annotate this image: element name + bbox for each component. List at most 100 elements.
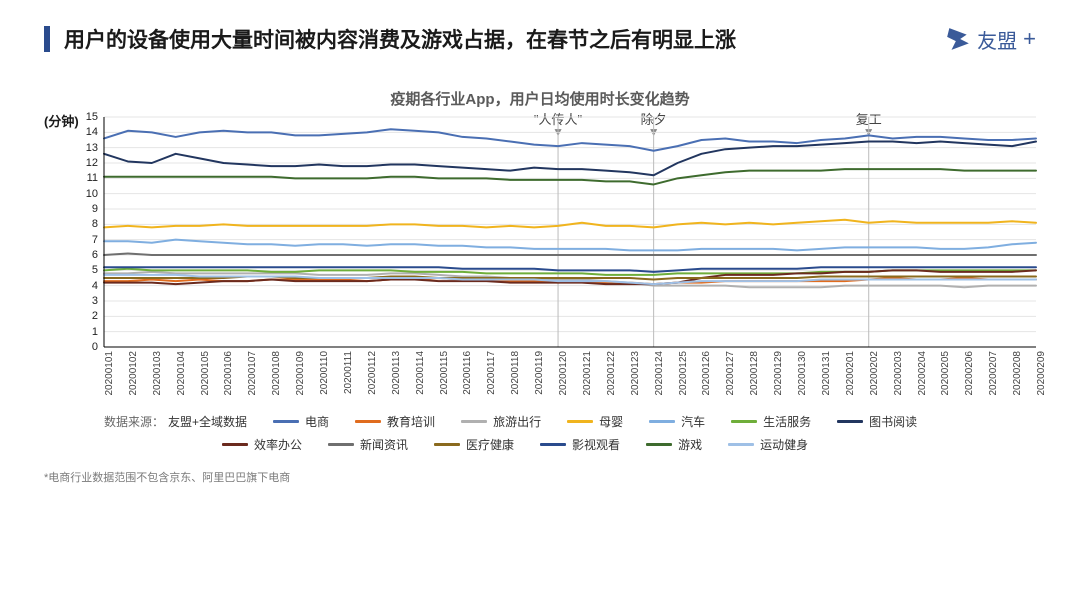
chart-area: (分钟) "人传人"▼除夕▼复工▼ 0123456789101112131415…: [44, 117, 1036, 409]
legend-item: 生活服务: [731, 413, 811, 430]
y-tick-label: 5: [92, 264, 98, 276]
accent-bar: [44, 26, 50, 52]
legend-item: 医疗健康: [434, 436, 514, 453]
legend-swatch: [355, 420, 381, 423]
footnote: *电商行业数据范围不包含京东、阿里巴巴旗下电商: [44, 469, 1036, 485]
x-tick-label: 20200201: [845, 351, 856, 396]
legend-swatch: [273, 420, 299, 423]
x-tick-label: 20200122: [606, 351, 617, 396]
legend-item: 教育培训: [355, 413, 435, 430]
y-tick-label: 0: [92, 341, 98, 353]
x-tick-label: 20200103: [152, 351, 163, 396]
x-tick-label: 20200104: [176, 351, 187, 396]
legend-label: 电商: [305, 413, 329, 430]
x-tick-label: 20200127: [725, 351, 736, 396]
legend-label: 效率办公: [254, 436, 302, 453]
data-source-value: 友盟+全域数据: [168, 415, 247, 429]
y-tick-label: 2: [92, 310, 98, 322]
legend-swatch: [731, 420, 757, 423]
legend-item: 图书阅读: [837, 413, 917, 430]
y-tick-label: 14: [86, 126, 98, 138]
x-tick-label: 20200130: [797, 351, 808, 396]
x-tick-label: 20200126: [701, 351, 712, 396]
legend-swatch: [540, 443, 566, 446]
x-tick-label: 20200208: [1012, 351, 1023, 396]
x-tick-label: 20200102: [128, 351, 139, 396]
x-tick-label: 20200205: [940, 351, 951, 396]
slide: 用户的设备使用大量时间被内容消费及游戏占据，在春节之后有明显上涨 友盟 + 疫期…: [0, 0, 1080, 597]
x-tick-label: 20200123: [630, 351, 641, 396]
logo-text: 友盟: [977, 25, 1017, 54]
y-tick-label: 7: [92, 234, 98, 246]
plot-area: [104, 117, 1036, 347]
x-axis-ticks: 2020010120200102202001032020010420200105…: [104, 347, 1036, 409]
legend-swatch: [728, 443, 754, 446]
legend-label: 新闻资讯: [360, 436, 408, 453]
chart-subtitle: 疫期各行业App，用户日均使用时长变化趋势: [0, 88, 1080, 109]
y-tick-label: 15: [86, 111, 98, 123]
legend-swatch: [646, 443, 672, 446]
x-tick-label: 20200119: [534, 351, 545, 395]
x-tick-label: 20200107: [247, 351, 258, 396]
x-tick-label: 20200120: [558, 351, 569, 396]
legend-label: 母婴: [599, 413, 623, 430]
legend-swatch: [567, 420, 593, 423]
y-tick-label: 1: [92, 326, 98, 338]
x-tick-label: 20200115: [439, 351, 450, 395]
x-tick-label: 20200204: [917, 351, 928, 396]
y-axis-ticks: 0123456789101112131415: [74, 117, 102, 347]
x-tick-label: 20200129: [773, 351, 784, 396]
x-tick-label: 20200112: [367, 351, 378, 395]
x-tick-label: 20200131: [821, 351, 832, 396]
umeng-logo: 友盟 +: [945, 25, 1036, 54]
legend-label: 医疗健康: [466, 436, 514, 453]
header: 用户的设备使用大量时间被内容消费及游戏占据，在春节之后有明显上涨 友盟 +: [0, 0, 1080, 62]
legend-swatch: [837, 420, 863, 423]
x-tick-label: 20200101: [104, 351, 115, 396]
x-tick-label: 20200109: [295, 351, 306, 396]
x-tick-label: 20200207: [988, 351, 999, 396]
data-source: 数据来源： 友盟+全域数据: [104, 413, 247, 430]
x-tick-label: 20200121: [582, 351, 593, 396]
legend-label: 旅游出行: [493, 413, 541, 430]
legend-item: 运动健身: [728, 436, 808, 453]
y-tick-label: 12: [86, 157, 98, 169]
legend-swatch: [328, 443, 354, 446]
umeng-logo-icon: [945, 26, 971, 52]
x-tick-label: 20200106: [223, 351, 234, 396]
y-tick-label: 8: [92, 218, 98, 230]
legend-swatch: [222, 443, 248, 446]
legend-row-2: 效率办公 新闻资讯 医疗健康 影视观看 游戏 运动健身: [222, 436, 1036, 453]
y-tick-label: 10: [86, 188, 98, 200]
x-tick-label: 20200125: [678, 351, 689, 396]
legend-item: 效率办公: [222, 436, 302, 453]
x-tick-label: 20200116: [462, 351, 473, 395]
x-tick-label: 20200124: [654, 351, 665, 396]
y-tick-label: 13: [86, 142, 98, 154]
legend-item: 汽车: [649, 413, 705, 430]
x-tick-label: 20200110: [319, 351, 330, 395]
legend-item: 新闻资讯: [328, 436, 408, 453]
legend-label: 运动健身: [760, 436, 808, 453]
legend-label: 图书阅读: [869, 413, 917, 430]
legend-swatch: [649, 420, 675, 423]
x-tick-label: 20200209: [1036, 351, 1047, 396]
logo-suffix: +: [1023, 26, 1036, 52]
legend-label: 生活服务: [763, 413, 811, 430]
legend-item: 旅游出行: [461, 413, 541, 430]
legend-item: 母婴: [567, 413, 623, 430]
legend-item: 游戏: [646, 436, 702, 453]
page-title: 用户的设备使用大量时间被内容消费及游戏占据，在春节之后有明显上涨: [64, 24, 945, 54]
x-tick-label: 20200203: [893, 351, 904, 396]
x-tick-label: 20200128: [749, 351, 760, 396]
legend-swatch: [434, 443, 460, 446]
x-tick-label: 20200202: [869, 351, 880, 396]
x-tick-label: 20200113: [391, 351, 402, 395]
x-tick-label: 20200114: [415, 351, 426, 395]
legend-label: 影视观看: [572, 436, 620, 453]
legend-swatch: [461, 420, 487, 423]
data-source-label: 数据来源：: [104, 415, 164, 429]
x-tick-label: 20200111: [343, 351, 354, 394]
legend-item: 电商: [273, 413, 329, 430]
y-tick-label: 6: [92, 249, 98, 261]
